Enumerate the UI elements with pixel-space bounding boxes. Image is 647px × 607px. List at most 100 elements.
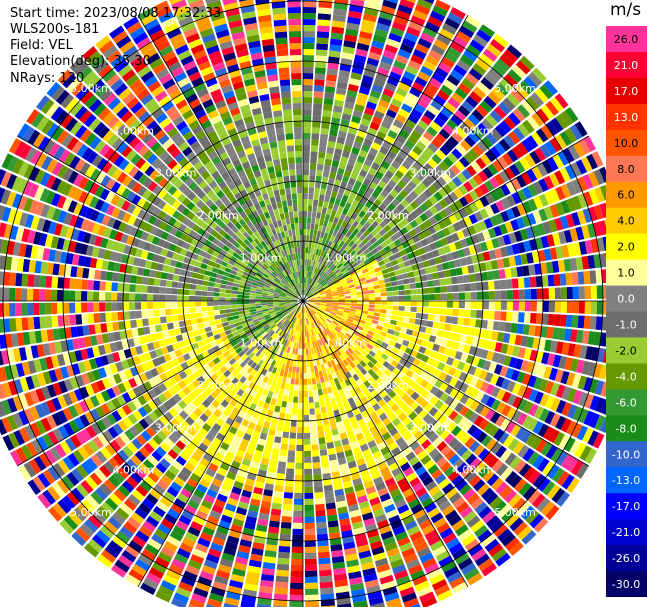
velocity-gate: [121, 339, 130, 350]
velocity-gate: [407, 525, 421, 536]
velocity-gate: [327, 333, 334, 340]
velocity-gate: [306, 223, 311, 230]
velocity-gate: [142, 392, 153, 403]
velocity-gate: [441, 56, 455, 69]
velocity-gate: [348, 10, 363, 19]
velocity-gate: [303, 157, 310, 164]
velocity-gate: [547, 274, 555, 287]
velocity-gate: [279, 298, 286, 301]
velocity-gate: [479, 406, 491, 418]
velocity-gate: [196, 384, 205, 394]
velocity-gate: [387, 266, 395, 273]
velocity-gate: [449, 377, 459, 387]
velocity-gate: [134, 450, 147, 463]
velocity-gate: [427, 280, 435, 287]
velocity-gate: [360, 423, 369, 433]
velocity-gate: [284, 383, 290, 390]
velocity-gate: [432, 72, 446, 84]
velocity-gate: [316, 527, 328, 535]
velocity-gate: [546, 353, 556, 366]
velocity-gate: [267, 304, 274, 307]
velocity-gate: [520, 253, 528, 265]
velocity-gate: [369, 46, 383, 56]
velocity-gate: [249, 336, 257, 343]
velocity-gate: [323, 98, 334, 106]
velocity-gate: [516, 412, 528, 426]
velocity-gate: [257, 314, 264, 319]
velocity-gate: [262, 402, 270, 410]
velocity-gate: [463, 317, 471, 327]
velocity-gate: [391, 247, 399, 255]
velocity-gate: [443, 217, 453, 227]
velocity-gate: [401, 339, 410, 347]
velocity-gate: [409, 190, 419, 200]
velocity-gate: [24, 346, 34, 360]
velocity-gate: [386, 38, 401, 49]
velocity-gate: [324, 252, 330, 260]
velocity-gate: [201, 390, 210, 399]
velocity-gate: [52, 502, 67, 518]
velocity-gate: [92, 436, 104, 450]
velocity-gate: [335, 142, 344, 151]
velocity-gate: [362, 112, 373, 122]
velocity-gate: [517, 123, 530, 138]
velocity-gate: [363, 480, 374, 489]
velocity-gate: [526, 336, 535, 348]
velocity-gate: [470, 497, 484, 510]
velocity-gate: [275, 327, 281, 334]
velocity-gate: [265, 544, 278, 552]
velocity-gate: [311, 450, 320, 457]
velocity-gate: [378, 357, 386, 365]
velocity-gate: [36, 436, 49, 451]
velocity-gate: [488, 301, 496, 310]
velocity-gate: [506, 407, 517, 420]
velocity-gate: [508, 232, 518, 244]
velocity-gate: [208, 592, 224, 603]
velocity-gate: [326, 305, 333, 309]
velocity-gate: [305, 318, 307, 325]
velocity-gate: [422, 26, 438, 39]
velocity-gate: [432, 272, 440, 280]
velocity-gate: [378, 279, 386, 285]
velocity-gate: [18, 347, 28, 361]
velocity-gate: [508, 256, 517, 267]
velocity-gate: [210, 324, 218, 331]
velocity-gate: [77, 503, 91, 518]
velocity-gate: [68, 511, 83, 526]
velocity-gate: [243, 484, 254, 493]
velocity-gate: [532, 473, 546, 489]
velocity-gate: [368, 289, 375, 294]
velocity-gate: [516, 142, 529, 156]
velocity-gate: [475, 390, 485, 402]
velocity-gate: [291, 414, 298, 421]
velocity-gate: [338, 304, 345, 308]
velocity-gate: [388, 553, 402, 563]
velocity-gate: [538, 193, 549, 207]
velocity-gate: [329, 366, 335, 374]
velocity-gate: [177, 471, 189, 483]
velocity-gate: [258, 512, 270, 521]
velocity-gate: [274, 386, 280, 394]
velocity-gate: [551, 260, 560, 273]
velocity-gate: [565, 420, 578, 436]
velocity-gate: [550, 97, 564, 113]
velocity-gate: [409, 336, 418, 344]
velocity-gate: [382, 586, 398, 596]
velocity-gate: [299, 318, 302, 325]
velocity-gate: [411, 263, 419, 271]
velocity-gate: [170, 597, 187, 607]
velocity-gate: [319, 317, 325, 324]
velocity-gate: [193, 407, 203, 417]
velocity-gate: [263, 421, 271, 429]
velocity-gate: [173, 592, 190, 604]
velocity-gate: [395, 9, 411, 21]
velocity-gate: [227, 320, 235, 326]
velocity-gate: [157, 393, 168, 404]
velocity-gate: [277, 557, 290, 565]
velocity-gate: [284, 352, 290, 359]
velocity-gate: [494, 290, 501, 300]
velocity-gate: [403, 553, 418, 564]
velocity-gate: [471, 548, 487, 562]
velocity-gate: [223, 325, 231, 332]
velocity-gate: [355, 288, 363, 293]
